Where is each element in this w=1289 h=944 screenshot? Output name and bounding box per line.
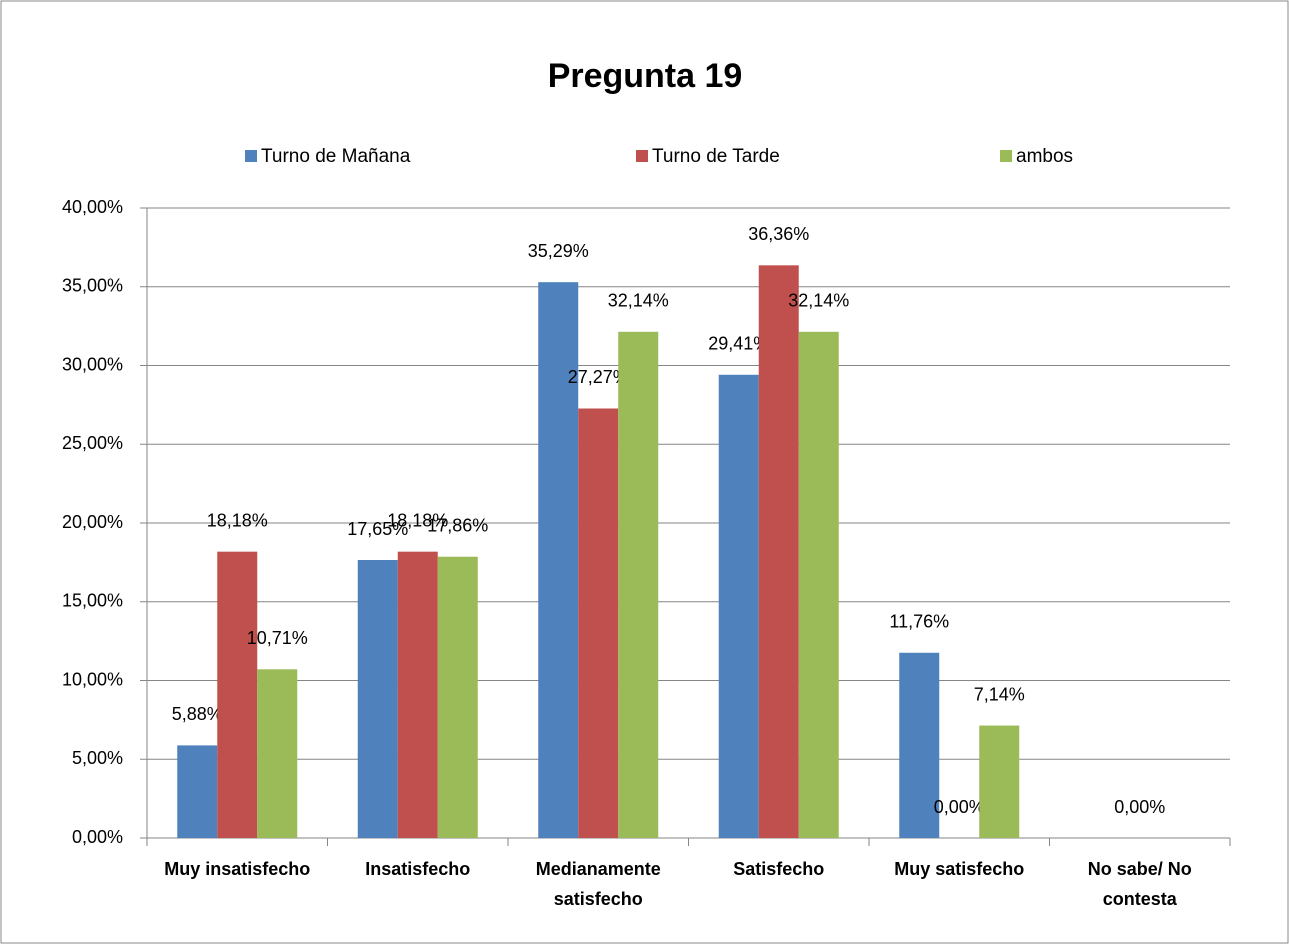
bar (538, 282, 579, 838)
y-tick-label: 0,00% (72, 827, 123, 847)
legend-label: Turno de Mañana (261, 146, 411, 167)
chart-title: Pregunta 19 (548, 57, 743, 95)
data-label: 0,00% (934, 797, 985, 817)
bar (798, 331, 839, 838)
data-label: 27,27% (568, 367, 629, 387)
data-label: 17,86% (427, 515, 488, 535)
bar (758, 265, 799, 839)
y-tick-label: 30,00% (62, 354, 123, 374)
data-label: 18,18% (207, 510, 268, 530)
x-tick-label: No sabe/ No contesta (1087, 859, 1192, 909)
data-label: 36,36% (748, 224, 809, 244)
y-tick-label: 40,00% (62, 197, 123, 217)
x-tick-label: Muy insatisfecho (164, 859, 311, 879)
data-label: 32,14% (788, 291, 849, 311)
data-label: 18,18% (387, 510, 448, 530)
y-tick-label: 15,00% (62, 591, 123, 611)
bar (899, 652, 940, 838)
data-label: 11,76% (889, 612, 949, 632)
legend-label: ambos (1016, 146, 1073, 167)
x-tick-label: Medianamente satisfecho (535, 859, 661, 909)
bar (437, 556, 478, 838)
bar (618, 331, 659, 838)
bar (257, 669, 298, 838)
data-label: 29,41% (708, 334, 769, 354)
x-tick-label: Insatisfecho (365, 859, 471, 879)
bar (979, 725, 1020, 838)
legend-swatch (245, 150, 257, 162)
legend-swatch (636, 150, 648, 162)
legend-swatch (1000, 150, 1012, 162)
y-tick-label: 35,00% (62, 276, 123, 296)
bar (217, 551, 258, 838)
bar (177, 745, 218, 838)
data-label: 7,14% (974, 684, 1025, 704)
x-tick-label: Satisfecho (733, 859, 825, 879)
data-label: 35,29% (528, 241, 589, 261)
y-tick-label: 10,00% (62, 669, 123, 689)
bar (718, 374, 759, 838)
data-label: 17,65% (347, 519, 408, 539)
data-label: 0,00% (1114, 797, 1165, 817)
y-tick-label: 20,00% (62, 512, 123, 532)
bar (578, 408, 619, 838)
bar (357, 560, 398, 838)
y-tick-label: 25,00% (62, 433, 123, 453)
bar (397, 551, 438, 838)
data-label: 5,88% (172, 704, 223, 724)
legend-label: Turno de Tarde (652, 146, 780, 167)
y-tick-label: 5,00% (72, 748, 123, 768)
data-label: 32,14% (608, 291, 669, 311)
data-label: 10,71% (247, 628, 308, 648)
x-tick-label: Muy satisfecho (894, 859, 1025, 879)
